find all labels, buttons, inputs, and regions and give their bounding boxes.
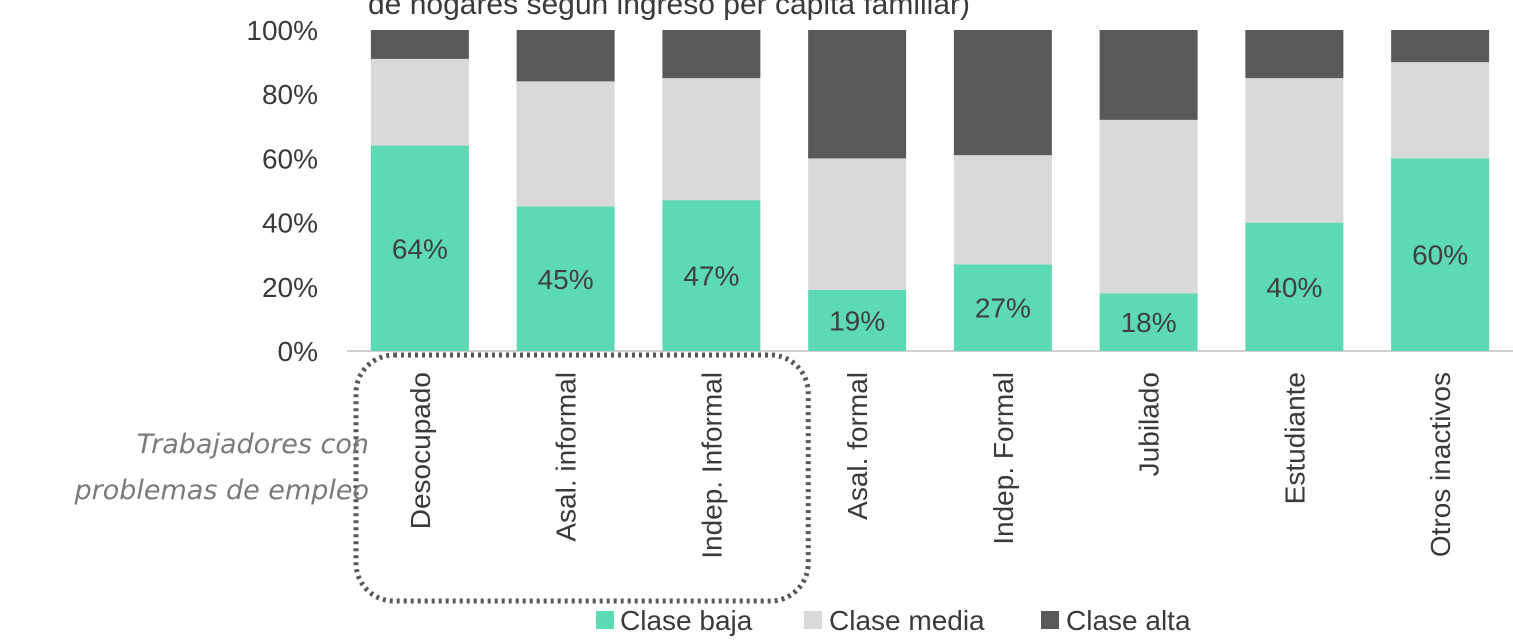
legend: Clase baja Clase media Clase alta — [596, 605, 1191, 636]
y-tick-label: 100% — [246, 15, 318, 46]
x-axis: Desocupado Asal. informal Indep. Informal A… — [405, 372, 1456, 559]
y-tick-label: 80% — [262, 79, 318, 110]
data-label: 45% — [538, 264, 594, 295]
bar-segment-media — [1099, 119, 1198, 294]
bar-segment-media — [808, 158, 907, 291]
category-label: Otros inactivos — [1425, 372, 1456, 557]
bar-segment-media — [662, 78, 761, 201]
bar-segment-alta — [370, 30, 469, 59]
legend-swatch — [596, 611, 614, 629]
bar-segment-baja — [516, 206, 615, 351]
bar-segment-alta — [1099, 30, 1198, 120]
bar-segment-baja — [662, 200, 761, 351]
category-label: Asal. informal — [551, 372, 582, 542]
bar-segment-alta — [953, 30, 1052, 156]
bar-segment-alta — [662, 30, 761, 79]
bar-segment-baja — [370, 145, 469, 351]
annotation-line-1: Trabajadores con — [137, 429, 369, 460]
bar-segment-baja — [1099, 293, 1198, 351]
category-label: Asal. formal — [842, 372, 873, 520]
legend-swatch — [804, 611, 822, 629]
bar-segment-alta — [1245, 30, 1344, 79]
data-label: 40% — [1266, 272, 1322, 303]
highlight-box — [353, 352, 811, 604]
data-label: 60% — [1412, 240, 1468, 271]
category-label: Estudiante — [1279, 372, 1310, 504]
y-tick-label: 60% — [262, 143, 318, 174]
bar-segment-media — [953, 155, 1052, 265]
y-axis: 0% 20% 40% 60% 80% 100% — [246, 15, 318, 367]
category-label: Desocupado — [405, 372, 436, 529]
bar-segment-alta — [516, 30, 615, 82]
bar-segment-media — [370, 58, 469, 146]
annotation-line-2: problemas de empleo — [73, 475, 369, 506]
y-tick-label: 40% — [262, 208, 318, 239]
data-labels: 64% 45% 47% 19% 27% 18% 40% 60% — [392, 233, 1468, 338]
legend-label: Clase baja — [620, 605, 753, 636]
category-label: Indep. Formal — [988, 372, 1019, 545]
legend-swatch — [1041, 611, 1059, 629]
y-tick-label: 0% — [278, 336, 318, 367]
bars — [370, 30, 1490, 351]
bar-segment-baja — [808, 290, 907, 351]
bar-segment-media — [1391, 62, 1490, 159]
data-label: 18% — [1121, 307, 1177, 338]
bar-segment-baja — [953, 264, 1052, 351]
bar-segment-alta — [808, 30, 907, 159]
data-label: 64% — [392, 233, 448, 264]
legend-label: Clase alta — [1066, 605, 1191, 636]
y-tick-label: 20% — [262, 272, 318, 303]
bar-segment-media — [516, 81, 615, 207]
category-label: Jubilado — [1134, 372, 1165, 476]
bar-segment-media — [1245, 78, 1344, 223]
legend-label: Clase media — [829, 605, 985, 636]
category-label: Indep. Informal — [696, 372, 727, 559]
bar-segment-alta — [1391, 30, 1490, 63]
data-label: 19% — [829, 306, 885, 337]
chart-title: de hogares según ingreso per cápita fami… — [368, 0, 970, 21]
data-label: 47% — [683, 261, 739, 292]
bar-segment-baja — [1245, 222, 1344, 351]
data-label: 27% — [975, 293, 1031, 324]
bar-segment-baja — [1391, 158, 1490, 351]
